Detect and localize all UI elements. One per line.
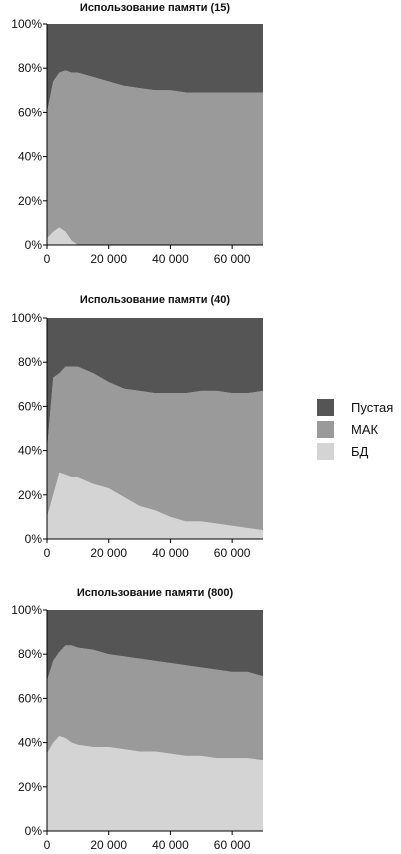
axes: 0% 20% 40% 60% 80% 100% 0 20 000 40 000 60 000 (11, 603, 263, 852)
legend: Пустая МАК БД (317, 399, 393, 460)
x-tick-label: 0 (44, 252, 51, 266)
y-tick-label: 80% (18, 61, 42, 75)
area-empty (47, 610, 263, 681)
chart-panel-40: Использование памяти (40) 0% 20% 40% 60% 80%… (11, 294, 263, 560)
axes: 0% 20% 40% 60% 80% 100% 0 20 000 40 000 60 000 (11, 17, 263, 266)
x-tick-label: 0 (44, 546, 51, 560)
x-tick-label: 60 000 (214, 838, 251, 852)
y-tick-label: 40% (18, 736, 42, 750)
chart-title: Использование памяти (40) (80, 294, 231, 306)
y-tick-label: 40% (18, 444, 42, 458)
legend-swatch-empty (317, 399, 334, 416)
area-db (47, 227, 263, 245)
y-tick-label: 80% (18, 647, 42, 661)
area-mac (47, 645, 263, 761)
legend-swatch-mac (317, 421, 334, 438)
x-tick-label: 20 000 (90, 252, 127, 266)
chart-panel-15: Использование памяти (15) 0% 20% 40% 60% 80%… (11, 2, 263, 266)
legend-swatch-db (317, 443, 334, 460)
y-tick-label: 0% (25, 532, 43, 546)
y-tick-label: 20% (18, 488, 42, 502)
plot-area (47, 24, 263, 245)
x-tick-label: 40 000 (152, 838, 189, 852)
area-db (47, 735, 263, 831)
y-tick-label: 20% (18, 780, 42, 794)
y-tick-label: 0% (25, 824, 43, 838)
axes: 0% 20% 40% 60% 80% 100% 0 20 000 40 000 60 000 (11, 311, 263, 560)
plot-area (47, 610, 263, 831)
legend-label-mac: МАК (351, 422, 379, 437)
y-tick-label: 60% (18, 691, 42, 705)
y-tick-label: 20% (18, 194, 42, 208)
y-tick-label: 100% (11, 311, 42, 325)
y-tick-label: 0% (25, 238, 43, 252)
area-empty (47, 24, 263, 113)
plot-area (47, 318, 263, 539)
x-tick-label: 60 000 (214, 252, 251, 266)
area-db (47, 472, 263, 539)
x-tick-label: 60 000 (214, 546, 251, 560)
y-tick-label: 100% (11, 603, 42, 617)
x-tick-label: 0 (44, 838, 51, 852)
y-tick-label: 80% (18, 355, 42, 369)
area-mac (47, 366, 263, 531)
chart-title: Использование памяти (800) (77, 587, 234, 599)
area-mac (47, 70, 263, 245)
x-tick-label: 20 000 (90, 838, 127, 852)
x-tick-label: 40 000 (152, 252, 189, 266)
x-tick-label: 40 000 (152, 546, 189, 560)
chart-title: Использование памяти (15) (80, 2, 231, 14)
chart-panel-800: Использование памяти (800) 0% 20% 40% 60% 80… (11, 587, 263, 852)
y-tick-label: 60% (18, 105, 42, 119)
legend-label-db: БД (351, 444, 369, 459)
legend-label-empty: Пустая (351, 400, 393, 415)
y-tick-label: 40% (18, 150, 42, 164)
y-tick-label: 100% (11, 17, 42, 31)
y-tick-label: 60% (18, 399, 42, 413)
x-tick-label: 20 000 (90, 546, 127, 560)
area-empty (47, 318, 263, 451)
